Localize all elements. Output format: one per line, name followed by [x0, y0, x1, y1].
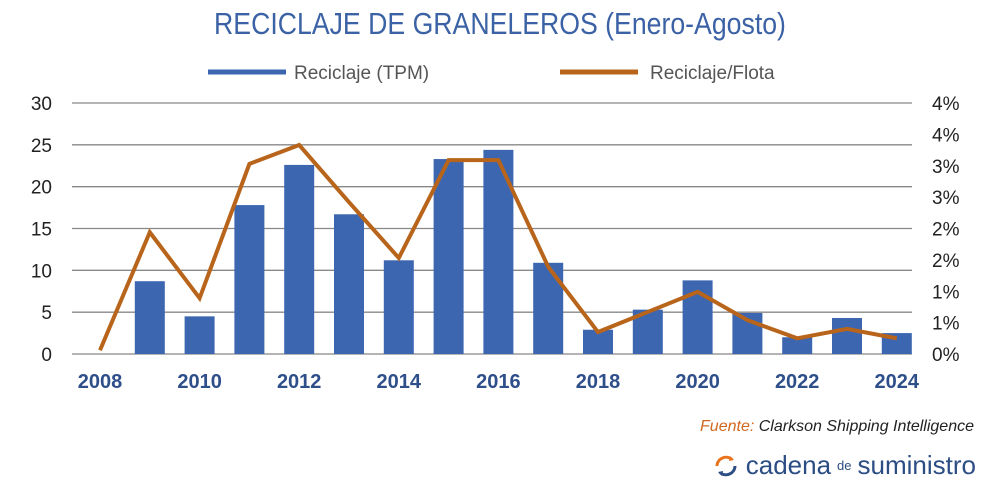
right-tick-label: 3%	[932, 157, 960, 178]
logo-text-3: suministro	[857, 450, 976, 480]
logo-text-1: cadena	[745, 450, 832, 480]
left-tick-label: 10	[31, 261, 52, 282]
bar	[134, 281, 165, 354]
chart: 0 5 10 15 20 25 30 0% 1% 1% 2% 2% 3% 3% 4% 4% 2008 2010 20…	[31, 63, 960, 393]
right-tick-label: 2%	[932, 251, 960, 272]
left-tick-label: 25	[31, 136, 52, 157]
bar	[383, 260, 414, 354]
source-label: Fuente:	[700, 418, 755, 435]
x-tick-label: 2018	[576, 371, 621, 393]
right-tick-label: 3%	[932, 188, 960, 209]
x-tick-label: 2024	[875, 371, 920, 393]
right-tick-label: 2%	[932, 220, 960, 241]
bar	[334, 214, 364, 354]
right-tick-label: 1%	[932, 314, 960, 335]
x-tick-label: 2008	[78, 371, 123, 393]
left-tick-label: 30	[31, 94, 52, 115]
bar	[832, 318, 862, 354]
right-tick-label: 4%	[932, 94, 960, 115]
logo-text-2: de	[837, 458, 852, 473]
x-tick-label: 2022	[775, 371, 820, 393]
bar	[234, 205, 265, 354]
right-tick-label: 4%	[932, 125, 960, 146]
bar	[433, 159, 464, 354]
right-tick-label: 0%	[932, 345, 960, 366]
logo: cadena de suministro	[712, 450, 976, 481]
left-tick-label: 20	[31, 178, 52, 199]
right-tick-label: 1%	[932, 282, 960, 303]
left-tick-label: 5	[41, 303, 52, 324]
x-tick-label: 2010	[177, 371, 222, 393]
legend-label: Reciclaje (TPM)	[294, 63, 429, 84]
source-note: Fuente: Clarkson Shipping Intelligence	[700, 418, 974, 436]
x-tick-label: 2014	[377, 371, 422, 393]
legend-label: Reciclaje/Flota	[650, 63, 775, 84]
bar	[184, 316, 215, 354]
x-tick-label: 2020	[675, 371, 720, 393]
refresh-arrows-icon	[715, 455, 737, 476]
bar	[533, 262, 564, 354]
x-tick-label: 2016	[476, 371, 521, 393]
chart-title: RECICLAJE DE GRANELEROS (Enero-Agosto)	[214, 6, 786, 41]
bar	[284, 164, 315, 354]
bar	[782, 337, 813, 354]
left-tick-label: 0	[41, 345, 52, 366]
source-text: Clarkson Shipping Intelligence	[758, 418, 974, 435]
x-tick-label: 2012	[277, 371, 322, 393]
left-tick-label: 15	[31, 220, 52, 241]
